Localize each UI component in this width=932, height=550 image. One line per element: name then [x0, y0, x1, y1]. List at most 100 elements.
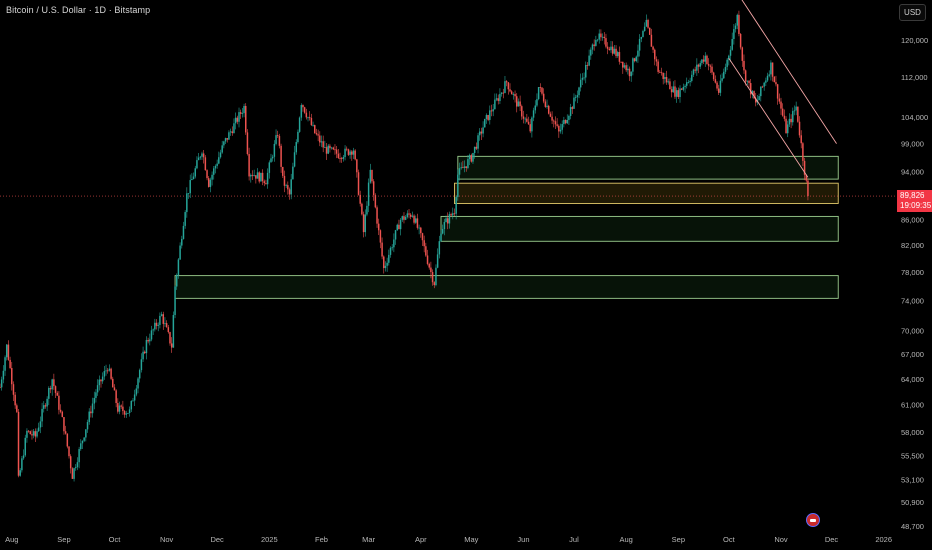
candle-body	[541, 87, 543, 94]
candle-body	[662, 72, 664, 79]
candle-body	[571, 107, 574, 109]
candle-body	[472, 152, 474, 162]
candle-body	[278, 136, 281, 146]
candle-body	[522, 116, 525, 119]
candle-body	[184, 212, 186, 226]
y-tick-label: 82,000	[901, 241, 924, 250]
candle-body	[542, 93, 545, 102]
candle-body	[211, 174, 213, 180]
trendline[interactable]	[737, 0, 837, 144]
candle-body	[226, 138, 228, 140]
candle-body	[197, 157, 200, 161]
candle-body	[142, 351, 144, 360]
candle-body	[231, 131, 234, 134]
candle-body	[519, 101, 521, 107]
candle-body	[22, 455, 25, 459]
candle-body	[244, 105, 247, 133]
candle-body	[696, 64, 698, 71]
candle-body	[665, 77, 668, 83]
candle-body	[293, 152, 296, 167]
candle-body	[770, 62, 772, 75]
y-tick-label: 53,100	[901, 475, 924, 484]
candle-body	[175, 274, 178, 287]
active-demand-zone[interactable]	[454, 182, 839, 204]
candle-body	[145, 339, 148, 354]
candle-body	[502, 92, 505, 94]
candle-body	[477, 135, 479, 149]
candle-body	[702, 59, 705, 62]
candle-body	[724, 66, 727, 72]
candle-body	[56, 392, 58, 396]
candle-body	[647, 19, 649, 28]
candle-body	[169, 332, 171, 344]
candle-body	[369, 169, 372, 183]
candle-body	[697, 64, 700, 67]
candle-body	[63, 417, 65, 432]
candle-body	[544, 101, 547, 107]
candle-body	[628, 68, 631, 77]
candle-body	[635, 56, 638, 62]
candle-body	[596, 39, 599, 41]
candle-body	[329, 145, 331, 149]
candle-body	[16, 405, 18, 412]
candle-body	[478, 131, 481, 136]
candle-body	[181, 238, 183, 246]
candle-body	[763, 82, 765, 87]
candle-body	[578, 87, 580, 96]
candle-body	[749, 83, 752, 95]
x-tick-label: Dec	[825, 535, 839, 544]
candle-body	[393, 239, 395, 248]
candle-body	[664, 77, 666, 79]
candle-body	[797, 106, 799, 122]
candle-body	[657, 61, 659, 72]
candle-body	[625, 65, 627, 71]
candle-body	[48, 388, 50, 399]
candle-body	[49, 388, 52, 390]
candle-body	[80, 443, 82, 450]
candle-body	[778, 98, 781, 102]
candle-body	[738, 14, 740, 34]
candle-body	[692, 69, 695, 75]
candle-body	[246, 132, 249, 155]
y-tick-label: 70,000	[901, 326, 924, 335]
candle-body	[276, 135, 279, 137]
candle-body	[418, 227, 420, 229]
candle-body	[224, 138, 227, 142]
candle-body	[588, 55, 590, 66]
candle-body	[270, 158, 272, 163]
candle-body	[462, 167, 464, 169]
candle-body	[371, 169, 373, 182]
demand-zone[interactable]	[174, 275, 839, 299]
candle-body	[186, 193, 188, 213]
candle-body	[399, 219, 402, 230]
flag-event-icon[interactable]	[806, 513, 820, 527]
trendline[interactable]	[728, 58, 809, 178]
candle-body	[534, 105, 537, 111]
candle-body	[514, 94, 516, 97]
candle-body	[643, 26, 646, 32]
candle-body	[204, 157, 207, 171]
candle-body	[110, 368, 112, 379]
x-tick-label: Feb	[315, 535, 328, 544]
candle-body	[384, 265, 387, 269]
candle-body	[58, 395, 60, 410]
demand-zone[interactable]	[440, 215, 839, 242]
candle-body	[12, 384, 15, 395]
demand-zone[interactable]	[457, 155, 839, 180]
candle-body	[325, 147, 328, 154]
candle-body	[507, 82, 510, 90]
candle-body	[98, 379, 101, 386]
x-tick-label: Aug	[5, 535, 18, 544]
candle-body	[273, 143, 276, 157]
candle-body	[409, 214, 412, 217]
candle-body	[327, 145, 329, 154]
candle-body	[295, 142, 297, 153]
candle-body	[221, 145, 223, 153]
candle-body	[298, 117, 301, 132]
candle-body	[723, 71, 725, 79]
candle-body	[744, 70, 747, 82]
currency-button[interactable]: USD	[899, 4, 926, 21]
candle-body	[608, 48, 611, 51]
candle-body	[96, 385, 99, 393]
